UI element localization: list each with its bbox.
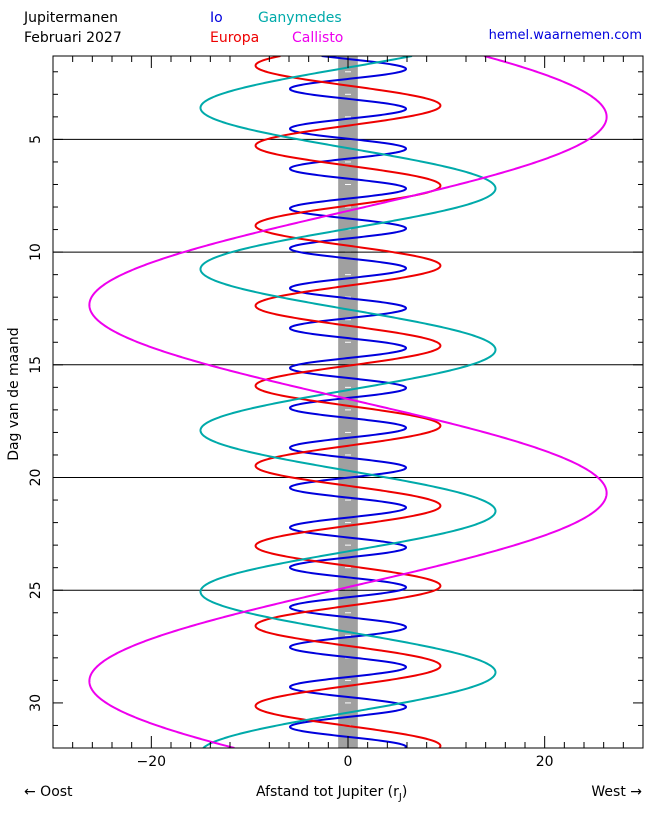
x-axis-label-subscript: J [398,791,402,803]
y-tick-label: 30 [28,694,44,712]
series-ganymedes-line [199,56,497,748]
x-tick-label: 20 [536,754,554,770]
legend-ganymedes: Ganymedes [258,10,342,26]
chart-subtitle: Februari 2027 [24,30,122,46]
y-tick-label: 25 [28,581,44,599]
series-io-line [288,56,408,748]
x-tick-label: 0 [344,754,353,770]
series-europa-line [254,56,442,748]
chart-title: Jupitermanen [24,10,118,26]
y-tick-label: 10 [28,243,44,261]
x-axis-label-text: Afstand tot Jupiter (r [256,784,399,800]
x-axis-label: Afstand tot Jupiter (rJ) [256,784,407,803]
series-callisto-line [88,56,608,748]
legend-europa: Europa [210,30,260,46]
legend-io: Io [210,10,223,26]
x-tick-label: −20 [137,754,167,770]
legend-callisto: Callisto [292,30,344,46]
y-axis-label: Dag van de maand [6,327,22,460]
west-direction-label: West → [591,784,642,800]
east-direction-label: ← Oost [24,784,73,800]
website-link[interactable]: hemel.waarnemen.com [488,28,642,43]
y-tick-label: 15 [28,356,44,374]
y-tick-label: 5 [28,135,44,144]
x-axis-label-close: ) [401,784,408,800]
y-tick-label: 20 [28,469,44,487]
